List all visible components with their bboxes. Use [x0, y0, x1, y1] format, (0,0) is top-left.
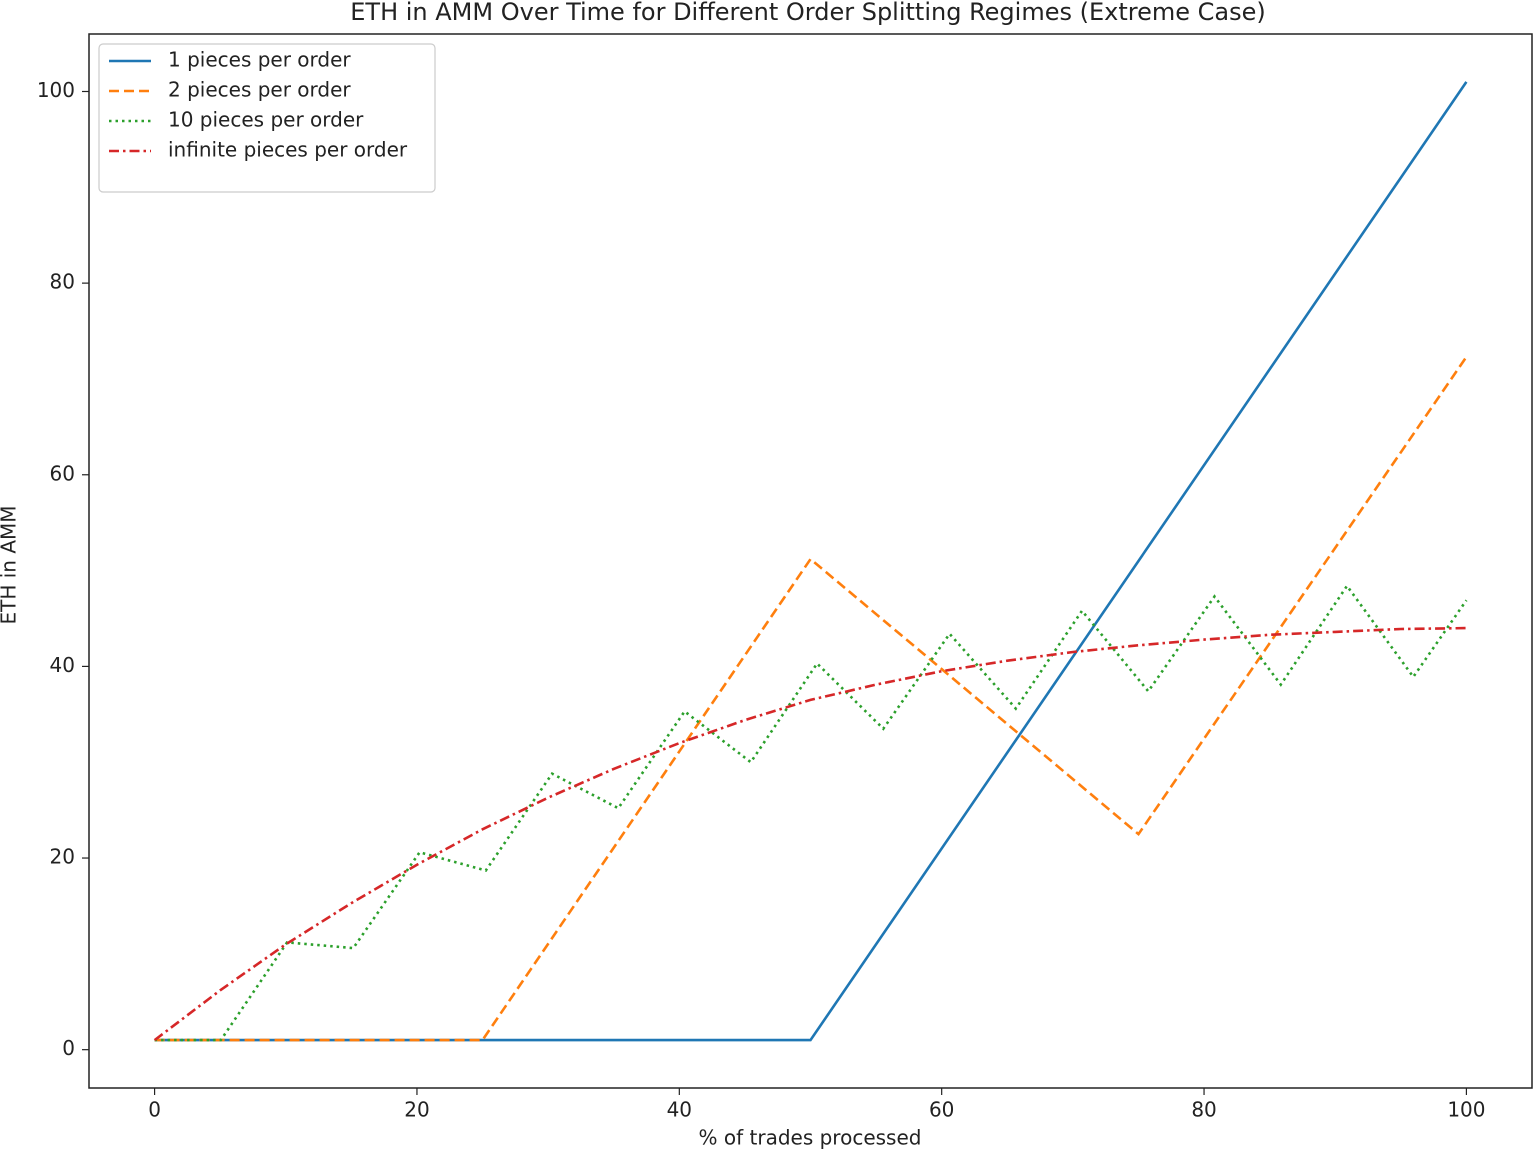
legend-label: 2 pieces per order	[168, 78, 351, 102]
x-tick-label: 60	[929, 1098, 954, 1122]
plot-area	[88, 33, 1533, 1089]
x-tick-label: 0	[148, 1098, 161, 1122]
y-tick-label: 80	[50, 270, 75, 294]
series-line	[154, 583, 1468, 1042]
x-axis-label: % of trades processed	[699, 1126, 922, 1150]
y-tick-label: 60	[50, 461, 75, 485]
legend-box	[98, 43, 436, 193]
legend-label: 1 pieces per order	[168, 48, 351, 72]
x-tick-label: 40	[667, 1098, 692, 1122]
series-line	[153, 626, 1467, 1042]
legend-label: 10 pieces per order	[168, 108, 364, 132]
legend-label: infinite pieces per order	[168, 138, 408, 162]
y-tick-label: 40	[50, 653, 75, 677]
x-tick-label: 100	[1447, 1098, 1485, 1122]
x-tick-label: 80	[1191, 1098, 1216, 1122]
y-tick-label: 100	[37, 78, 75, 102]
y-tick-label: 0	[62, 1036, 75, 1060]
y-axis-label: ETH in AMM	[0, 505, 21, 624]
series-line	[154, 356, 1468, 1042]
chart-title: ETH in AMM Over Time for Different Order…	[350, 0, 1265, 26]
legend: 1 pieces per order 2 pieces per order 10 p…	[98, 43, 436, 193]
x-tick-label: 20	[404, 1098, 429, 1122]
y-tick-label: 20	[50, 845, 75, 869]
